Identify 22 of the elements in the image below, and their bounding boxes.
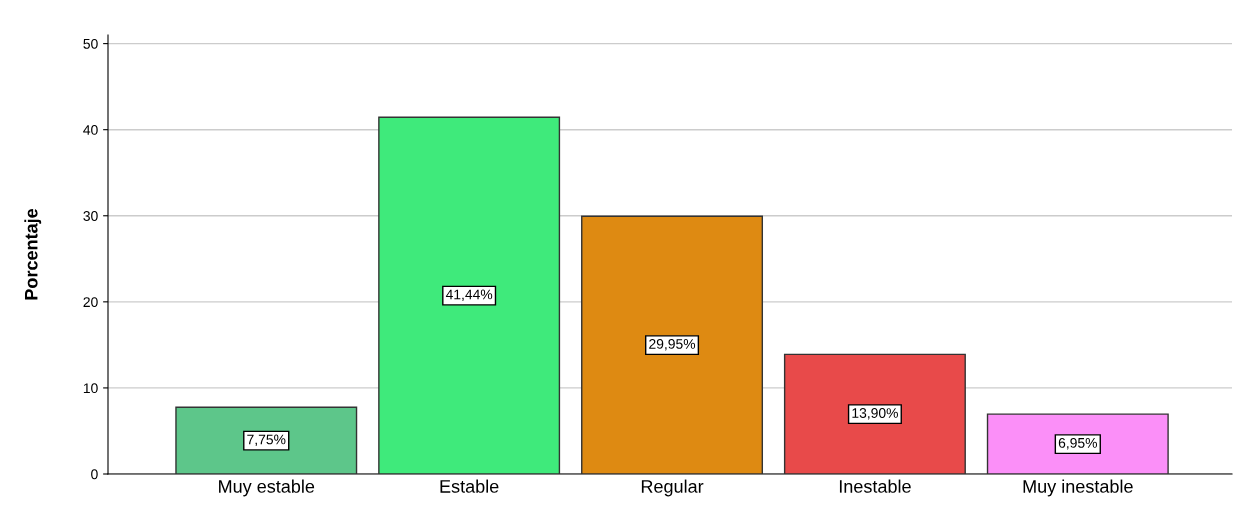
bar bbox=[783, 353, 966, 474]
x-tick-label: Regular bbox=[641, 479, 704, 497]
x-tick-label: Muy estable bbox=[219, 479, 315, 497]
bar bbox=[378, 116, 561, 474]
bar bbox=[986, 413, 1169, 474]
bar bbox=[581, 215, 764, 474]
data-label: 41,44% bbox=[445, 289, 493, 302]
x-tick-label: Estable bbox=[440, 479, 499, 493]
bar bbox=[175, 406, 358, 474]
data-label: 7,75% bbox=[247, 434, 286, 447]
data-label: 13,90% bbox=[852, 408, 898, 420]
y-tick-label: 10 bbox=[83, 383, 98, 394]
x-tick-label: Muy inestable bbox=[1023, 479, 1133, 497]
y-tick-label: 30 bbox=[83, 211, 98, 221]
y-axis-title: Porcentaje bbox=[24, 208, 42, 300]
x-tick-label: Inestable bbox=[839, 479, 911, 493]
data-label: 29,95% bbox=[649, 338, 696, 351]
y-tick-label: 20 bbox=[83, 297, 98, 308]
data-label: 6,95% bbox=[1058, 437, 1097, 450]
y-tick-label: 40 bbox=[83, 125, 98, 135]
y-tick-label: 50 bbox=[83, 38, 98, 49]
y-tick-label: 0 bbox=[91, 469, 98, 480]
